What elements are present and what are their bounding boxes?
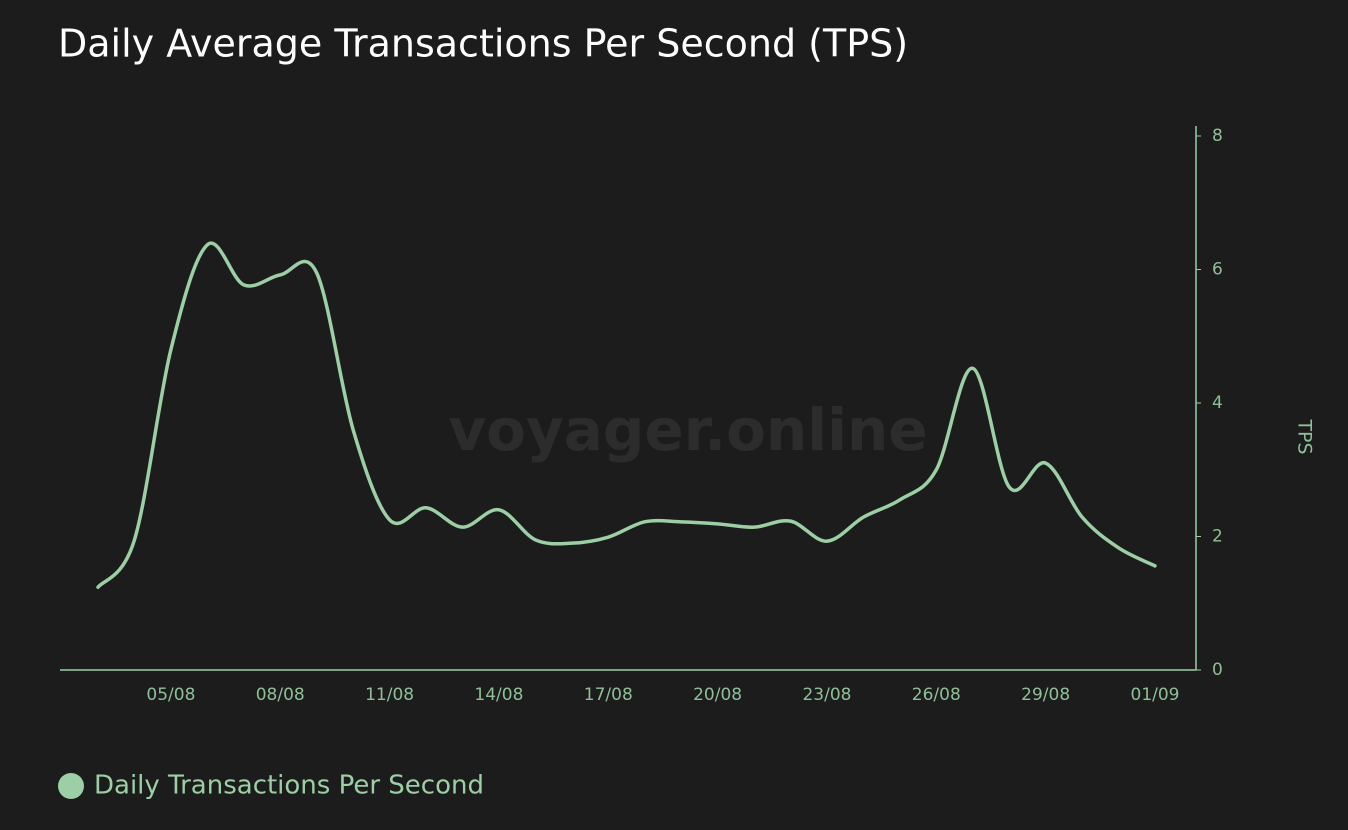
x-tick-label: 26/08 [912,685,961,705]
legend-marker [58,773,84,799]
y-tick-label: 4 [1212,393,1223,413]
chart-title: Daily Average Transactions Per Second (T… [58,22,908,66]
x-tick-label: 17/08 [584,685,633,705]
x-tick-label: 08/08 [256,685,305,705]
y-axis-label: TPS [1294,418,1316,454]
y-tick-label: 0 [1212,660,1223,680]
x-tick-label: 29/08 [1021,685,1070,705]
y-tick-label: 8 [1212,126,1223,146]
y-tick-label: 2 [1212,527,1223,547]
x-tick-label: 23/08 [802,685,851,705]
x-tick-label: 14/08 [474,685,523,705]
x-tick-label: 05/08 [146,685,195,705]
watermark: voyager.online [448,396,927,464]
x-tick-label: 01/09 [1131,685,1180,705]
data-line [96,241,1157,589]
x-tick-label: 20/08 [693,685,742,705]
x-tick-label: 11/08 [365,685,414,705]
legend-label: Daily Transactions Per Second [94,771,484,801]
y-tick-label: 6 [1212,260,1223,280]
